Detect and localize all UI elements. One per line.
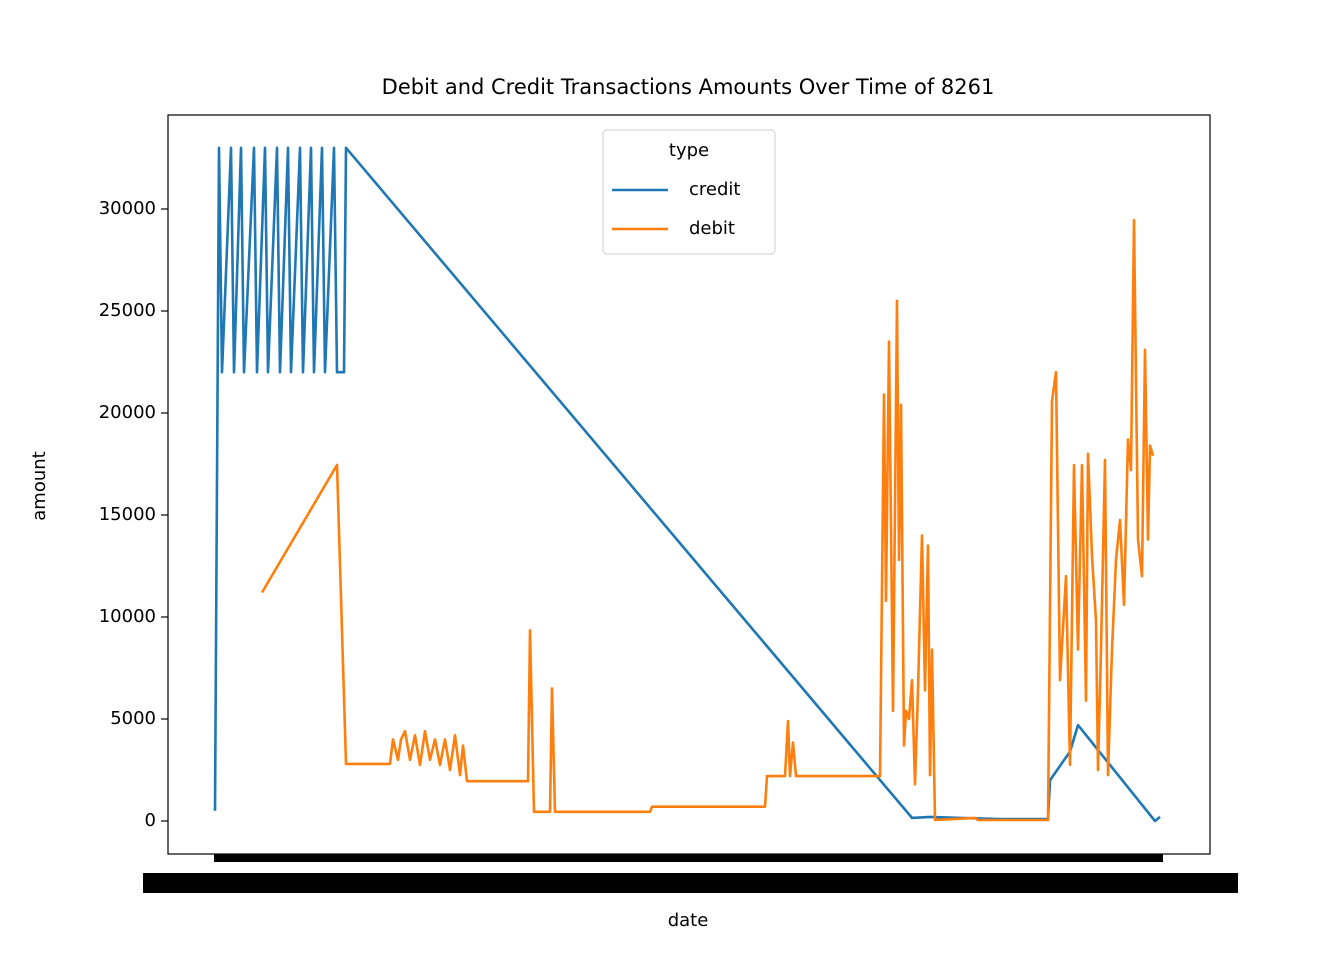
y-tick-label: 10000 <box>99 606 156 627</box>
x-axis-label: date <box>668 910 709 931</box>
series-line <box>260 218 1155 822</box>
y-axis-label: amount <box>29 451 50 520</box>
y-tick-label: 30000 <box>99 198 156 219</box>
legend-box <box>602 129 776 255</box>
y-tick-label: 5000 <box>110 708 156 729</box>
y-tick-label: 15000 <box>99 504 156 525</box>
plot-area <box>213 146 1161 823</box>
x-tick-marks <box>214 854 1163 862</box>
plot-frame <box>167 114 1211 855</box>
y-tick-label: 20000 <box>99 402 156 423</box>
legend-label: credit <box>689 179 740 200</box>
y-tick-label: 0 <box>145 810 156 831</box>
legend-title: type <box>669 140 709 161</box>
legend-label: debit <box>689 218 735 239</box>
chart-title: Debit and Credit Transactions Amounts Ov… <box>382 75 995 99</box>
x-tick-labels-overlap <box>143 873 1238 893</box>
y-tick-label: 25000 <box>99 300 156 321</box>
